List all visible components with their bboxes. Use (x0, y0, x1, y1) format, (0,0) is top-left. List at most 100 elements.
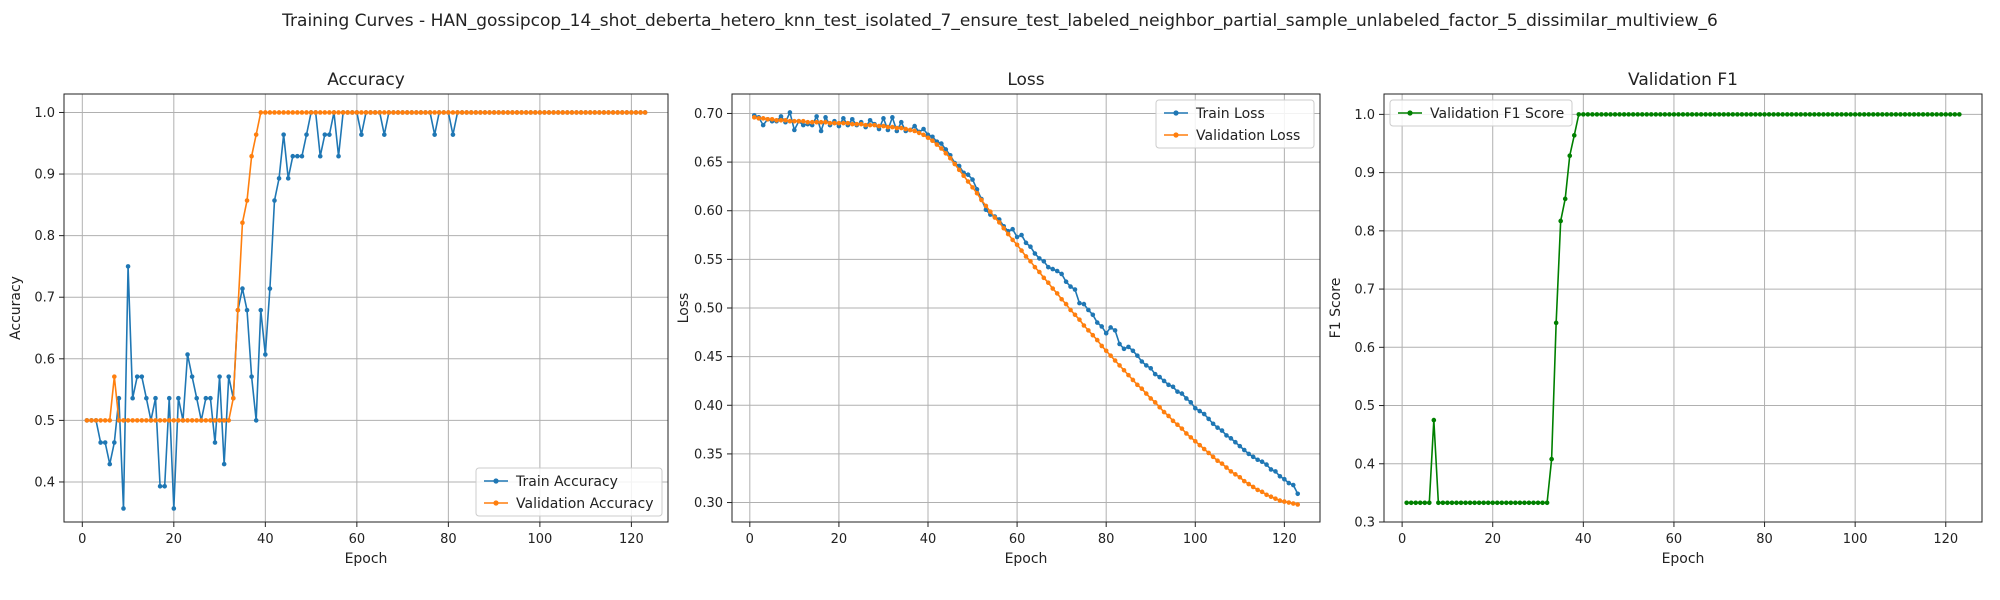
loss-data-point (1224, 433, 1229, 438)
loss-x-tick-label: 20 (831, 532, 848, 547)
loss-data-point (956, 167, 962, 173)
accuracy-data-point (212, 418, 218, 423)
f1-x-tick-label: 0 (1398, 532, 1406, 547)
loss-data-point (805, 119, 811, 125)
loss-data-point (787, 110, 793, 115)
loss-data-point (1086, 307, 1091, 313)
loss-data-point (1099, 324, 1105, 329)
loss-data-point (1210, 421, 1216, 427)
loss-data-point (1286, 480, 1292, 486)
loss-y-tick-label: 0.45 (694, 350, 723, 365)
accuracy-data-point (404, 110, 410, 115)
accuracy-data-point (272, 110, 277, 115)
loss-data-point (1290, 501, 1296, 506)
loss-data-point (881, 116, 886, 121)
accuracy-data-point (432, 132, 437, 137)
loss-data-point (1117, 363, 1122, 368)
loss-data-point (1228, 436, 1234, 441)
f1-data-point (1780, 112, 1785, 117)
accuracy-data-point (468, 110, 474, 115)
loss-data-point (858, 121, 864, 127)
f1-data-point (1685, 112, 1690, 117)
accuracy-data-point (519, 110, 524, 115)
f1-data-point (1766, 112, 1772, 117)
accuracy-data-point (546, 110, 552, 115)
accuracy-data-point (125, 264, 131, 269)
f1-data-point (1454, 500, 1459, 506)
f1-data-point (1753, 112, 1758, 117)
loss-data-point (912, 128, 917, 134)
accuracy-data-point (464, 110, 469, 115)
f1-plot-background (1384, 94, 1982, 522)
f1-data-point (1757, 112, 1763, 117)
loss-data-point (939, 146, 944, 151)
accuracy-data-point (638, 110, 643, 115)
loss-data-point (1041, 259, 1047, 264)
loss-data-point (1135, 382, 1140, 388)
accuracy-data-point (336, 110, 341, 115)
accuracy-data-point (176, 418, 181, 423)
loss-data-point (849, 116, 855, 122)
accuracy-data-point (455, 110, 460, 115)
loss-data-point (1059, 271, 1064, 277)
accuracy-data-point (166, 395, 172, 401)
f1-x-tick-label: 60 (1666, 532, 1683, 547)
f1-data-point (1463, 500, 1468, 506)
loss-data-point (970, 177, 975, 182)
loss-data-point (921, 132, 926, 138)
loss-data-point (867, 117, 873, 123)
f1-data-point (1440, 500, 1446, 506)
accuracy-data-point (299, 153, 305, 159)
accuracy-data-point (89, 418, 94, 423)
loss-data-point (970, 185, 975, 190)
loss-x-tick-label: 0 (746, 532, 754, 547)
accuracy-data-point (203, 395, 209, 401)
loss-data-point (974, 190, 980, 196)
loss-data-point (992, 215, 998, 220)
accuracy-data-point (102, 418, 108, 423)
accuracy-data-point (112, 374, 117, 379)
loss-data-point (1286, 500, 1292, 505)
loss-data-point (1014, 234, 1020, 240)
accuracy-data-point (285, 110, 291, 115)
loss-data-point (756, 116, 762, 121)
f1-data-point (1748, 112, 1754, 117)
f1-data-point (1848, 112, 1853, 117)
f1-data-point (1576, 112, 1582, 117)
accuracy-data-point (528, 110, 534, 115)
loss-data-point (1112, 328, 1118, 333)
loss-series-2 (751, 115, 1301, 507)
accuracy-data-point (391, 110, 396, 115)
loss-data-point (1023, 240, 1029, 246)
loss-data-point (863, 122, 868, 128)
f1-data-point (1775, 112, 1781, 117)
f1-chart-title: Validation F1 (1628, 70, 1738, 90)
loss-data-point (1059, 296, 1064, 302)
f1-data-point (1544, 500, 1550, 506)
f1-data-point (1549, 456, 1554, 462)
loss-data-point (1250, 454, 1256, 460)
accuracy-data-point (139, 374, 145, 379)
loss-data-point (1045, 280, 1051, 286)
f1-data-point (1934, 112, 1939, 117)
loss-data-point (1077, 300, 1082, 306)
accuracy-y-tick-label: 0.4 (34, 475, 55, 490)
loss-data-point (1068, 284, 1073, 289)
loss-data-point (1094, 337, 1100, 343)
f1-data-point (1494, 500, 1500, 506)
loss-data-point (1081, 323, 1087, 328)
f1-x-tick-label: 40 (1575, 532, 1592, 547)
accuracy-data-point (125, 418, 131, 423)
accuracy-data-point (134, 374, 140, 379)
loss-data-point (1295, 502, 1301, 507)
loss-plot-area: 0 20 40 60 80 100 120 0.30 0.35 0.40 0.45 0.50 0.55 0… (694, 93, 1321, 547)
loss-data-point (1237, 443, 1243, 449)
f1-data-point (1812, 112, 1817, 117)
loss-data-point (965, 172, 971, 178)
f1-data-point (1667, 112, 1672, 117)
accuracy-data-point (185, 418, 190, 423)
accuracy-data-point (615, 110, 620, 115)
accuracy-data-point (624, 110, 630, 115)
loss-data-point (934, 142, 940, 147)
